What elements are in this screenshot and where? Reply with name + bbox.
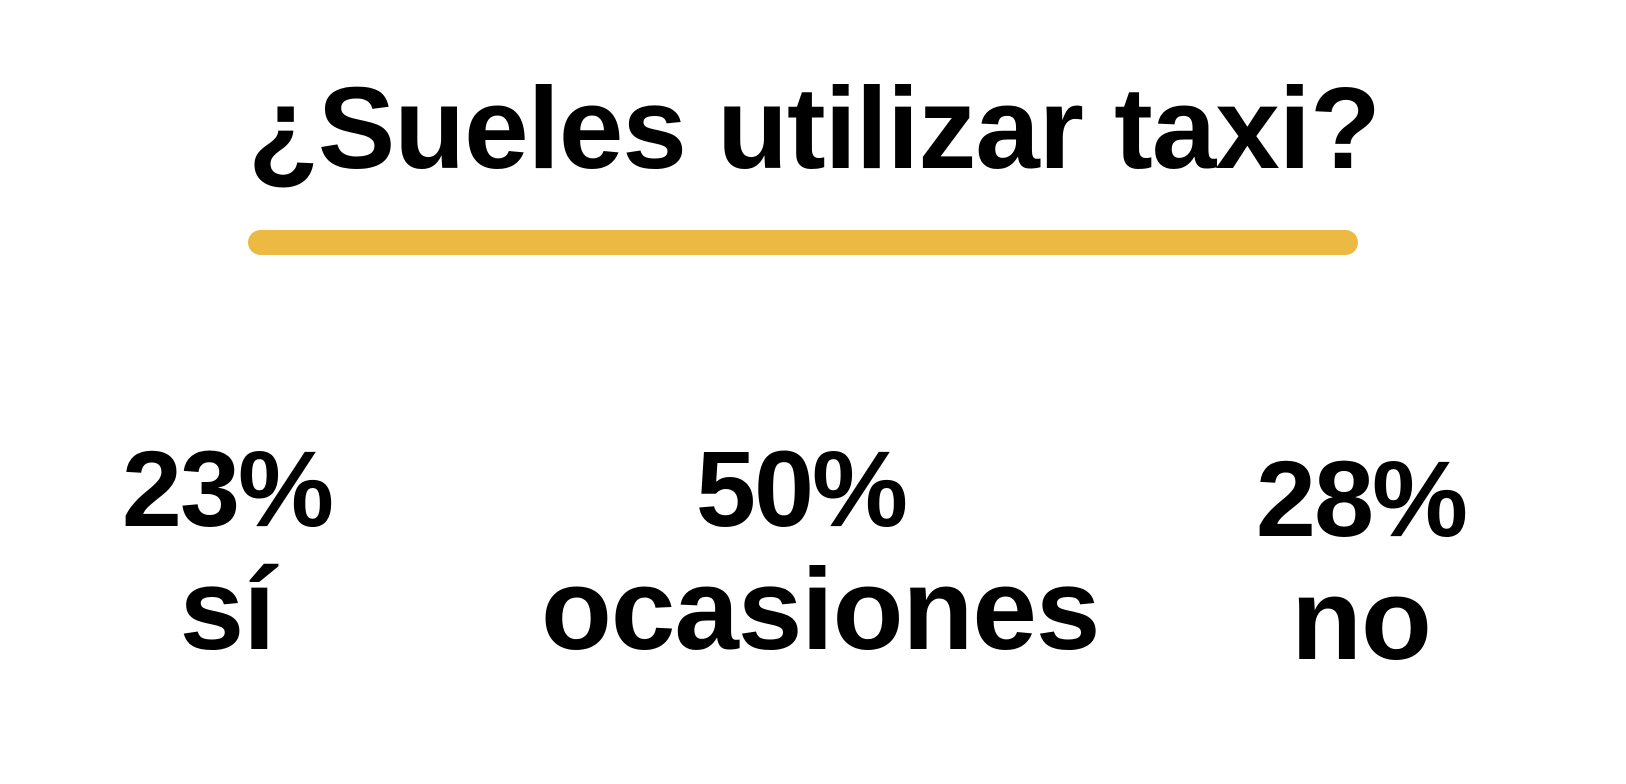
- stat-label: no: [1291, 554, 1432, 684]
- stat-label: sí: [179, 544, 276, 674]
- stat-percent: 50%: [695, 428, 908, 549]
- stat-no: 28% no: [1101, 438, 1621, 684]
- title-underline: [248, 230, 1358, 255]
- stat-percent: 23%: [121, 428, 334, 549]
- stat-ocasiones: 50% ocasiones: [541, 428, 1100, 674]
- page-title: ¿Sueles utilizar taxi?: [248, 63, 1381, 193]
- stat-label: ocasiones: [541, 544, 1100, 674]
- stat-percent: 28%: [1255, 438, 1468, 559]
- stat-si: 23% sí: [0, 428, 487, 674]
